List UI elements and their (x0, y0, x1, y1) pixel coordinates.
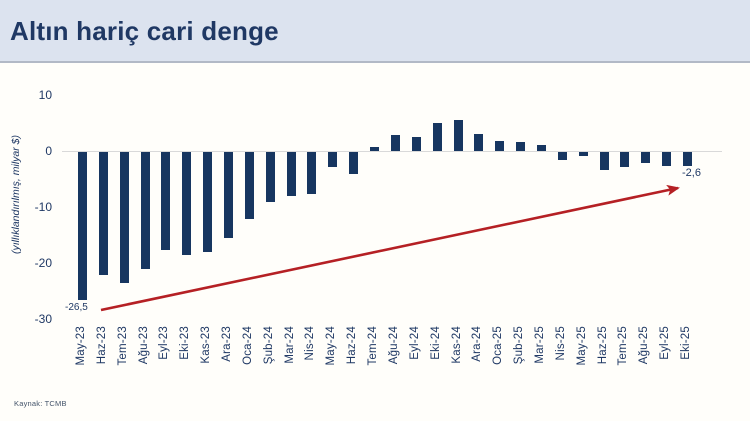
bar-Ağu-23 (140, 151, 150, 270)
x-axis-label-Tem-25: Tem-25 (617, 326, 630, 366)
bar-Eyl-24 (411, 136, 421, 151)
bar-Haz-23 (98, 151, 108, 275)
bar-Tem-24 (370, 146, 380, 151)
x-axis-label-Mar-25: Mar-25 (533, 326, 546, 364)
page-title: Altın hariç cari denge (10, 16, 279, 46)
x-axis-label-Oca-24: Oca-24 (241, 326, 254, 365)
bar-Haz-25 (599, 151, 609, 171)
y-axis-tick-label: 0 (45, 143, 52, 158)
x-axis-label-Ağu-23: Ağu-23 (137, 326, 150, 365)
x-axis-label-Mar-24: Mar-24 (283, 326, 296, 364)
bar-chart: (yıllıklandırılmış, milyar $) 10 0 -10 -20-… (0, 65, 750, 421)
bar-Eyl-25 (662, 151, 672, 166)
bar-Kas-23 (203, 151, 213, 253)
x-axis-label-May-25: May-25 (575, 326, 588, 366)
x-axis-label-Ağu-24: Ağu-24 (387, 326, 400, 365)
x-axis-label-Ağu-25: Ağu-25 (638, 326, 651, 365)
bar-May-23 (78, 151, 87, 301)
x-axis-label-Eki-25: Eki-25 (679, 326, 692, 360)
slide-header: Altın hariç cari denge (0, 0, 750, 63)
x-axis-label-Haz-24: Haz-24 (346, 326, 359, 365)
y-axis-tick-label: -20 (34, 255, 52, 270)
last-bar-value-label: -2,6 (682, 167, 701, 179)
bar-Ağu-24 (390, 135, 400, 151)
x-axis-label-Tem-24: Tem-24 (367, 326, 380, 366)
x-axis-label-Eyl-23: Eyl-23 (158, 326, 171, 360)
bar-Eyl-23 (161, 151, 171, 250)
first-bar-value-label: -26,5 (65, 302, 88, 313)
x-axis-label-Nis-25: Nis-25 (554, 326, 567, 361)
x-axis-label-Haz-23: Haz-23 (95, 326, 108, 365)
bar-Mar-25 (536, 145, 546, 151)
bar-Nis-24 (307, 151, 317, 194)
bar-Mar-24 (286, 151, 296, 197)
bar-Şub-25 (516, 142, 526, 151)
bar-Eki-24 (432, 122, 442, 151)
bar-May-24 (328, 151, 338, 167)
x-axis-label-Eki-23: Eki-23 (179, 326, 192, 360)
y-axis-tick-label: -30 (34, 311, 52, 326)
x-axis-label-Eki-24: Eki-24 (429, 326, 442, 360)
x-axis-label-Haz-25: Haz-25 (596, 326, 609, 365)
y-axis-tick-label: 10 (38, 87, 52, 102)
x-axis-label-Tem-23: Tem-23 (116, 326, 129, 366)
bar-Eki-23 (182, 151, 192, 256)
bar-Şub-24 (265, 151, 275, 203)
bar-May-25 (578, 151, 588, 157)
x-axis-label-Kas-24: Kas-24 (450, 326, 463, 364)
bar-Nis-25 (557, 151, 567, 161)
x-axis-label-Kas-23: Kas-23 (200, 326, 213, 364)
x-axis-label-Nis-24: Nis-24 (304, 326, 317, 361)
bar-Kas-24 (453, 119, 463, 151)
x-axis-label-May-24: May-24 (325, 326, 338, 366)
x-axis-label-Şub-24: Şub-24 (262, 326, 275, 365)
bar-Oca-25 (495, 141, 505, 151)
bar-Haz-24 (349, 151, 359, 175)
bar-Eki-25 (682, 151, 692, 167)
x-axis-label-Eyl-24: Eyl-24 (408, 326, 421, 360)
source-note: Kaynak: TCMB (14, 399, 67, 408)
bar-Ara-24 (474, 133, 484, 151)
x-axis-label-Oca-25: Oca-25 (492, 326, 505, 365)
bar-Ara-23 (224, 151, 234, 239)
x-axis-label-Eyl-25: Eyl-25 (659, 326, 672, 360)
x-axis-label-May-23: May-23 (75, 326, 87, 366)
y-axis-tick-label: -10 (34, 199, 52, 214)
bar-Ağu-25 (641, 151, 651, 163)
x-axis-label-Ara-24: Ara-24 (471, 326, 484, 362)
bar-Oca-24 (244, 151, 254, 219)
x-axis-label-Şub-25: Şub-25 (513, 326, 526, 365)
x-axis-line (62, 150, 722, 152)
bar-Tem-25 (620, 151, 630, 167)
x-axis-label-Ara-23: Ara-23 (221, 326, 234, 362)
bar-Tem-23 (119, 151, 129, 284)
